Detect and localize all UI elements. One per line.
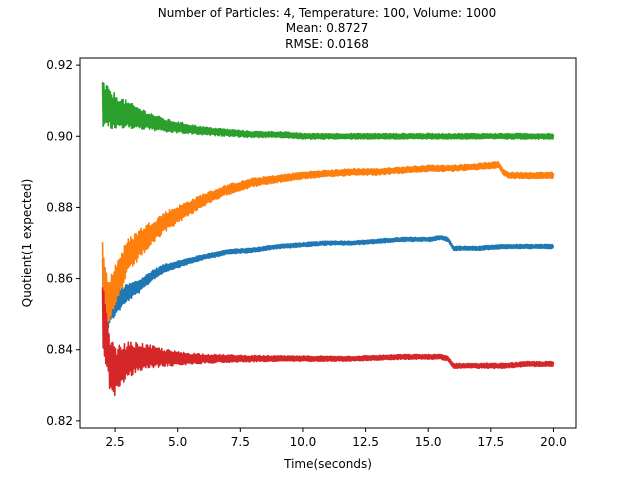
y-tick-label: 0.90 [46,129,73,143]
chart-title-line-3: RMSE: 0.0168 [285,37,369,51]
x-tick-label: 12.5 [352,435,379,449]
x-tick-label: 15.0 [415,435,442,449]
series-line-3 [101,82,555,140]
y-tick-label: 0.88 [46,200,73,214]
x-tick-label: 7.5 [231,435,250,449]
y-axis: 0.82 0.84 0.86 0.88 0.90 0.92 [46,58,80,428]
y-tick-label: 0.92 [46,58,73,72]
series-line-2 [101,160,555,323]
x-tick-label: 17.5 [477,435,504,449]
y-tick-label: 0.86 [46,272,73,286]
x-axis: 2.5 5.0 7.5 10.0 12.5 15.0 17.5 20.0 [106,428,567,449]
y-tick-label: 0.84 [46,343,73,357]
y-axis-label: Quotient(1 expected) [20,179,34,308]
chart-title-line-1: Number of Particles: 4, Temperature: 100… [158,6,497,20]
chart-title-line-2: Mean: 0.8727 [286,21,369,35]
x-tick-label: 20.0 [540,435,567,449]
x-axis-label: Time(seconds) [283,457,372,471]
series-layer [101,82,555,397]
plot-frame [79,57,577,429]
x-tick-label: 5.0 [168,435,187,449]
series-line-1 [101,235,555,329]
y-tick-label: 0.82 [46,414,73,428]
x-tick-label: 2.5 [106,435,125,449]
x-tick-label: 10.0 [290,435,317,449]
series-line-4 [101,287,555,397]
